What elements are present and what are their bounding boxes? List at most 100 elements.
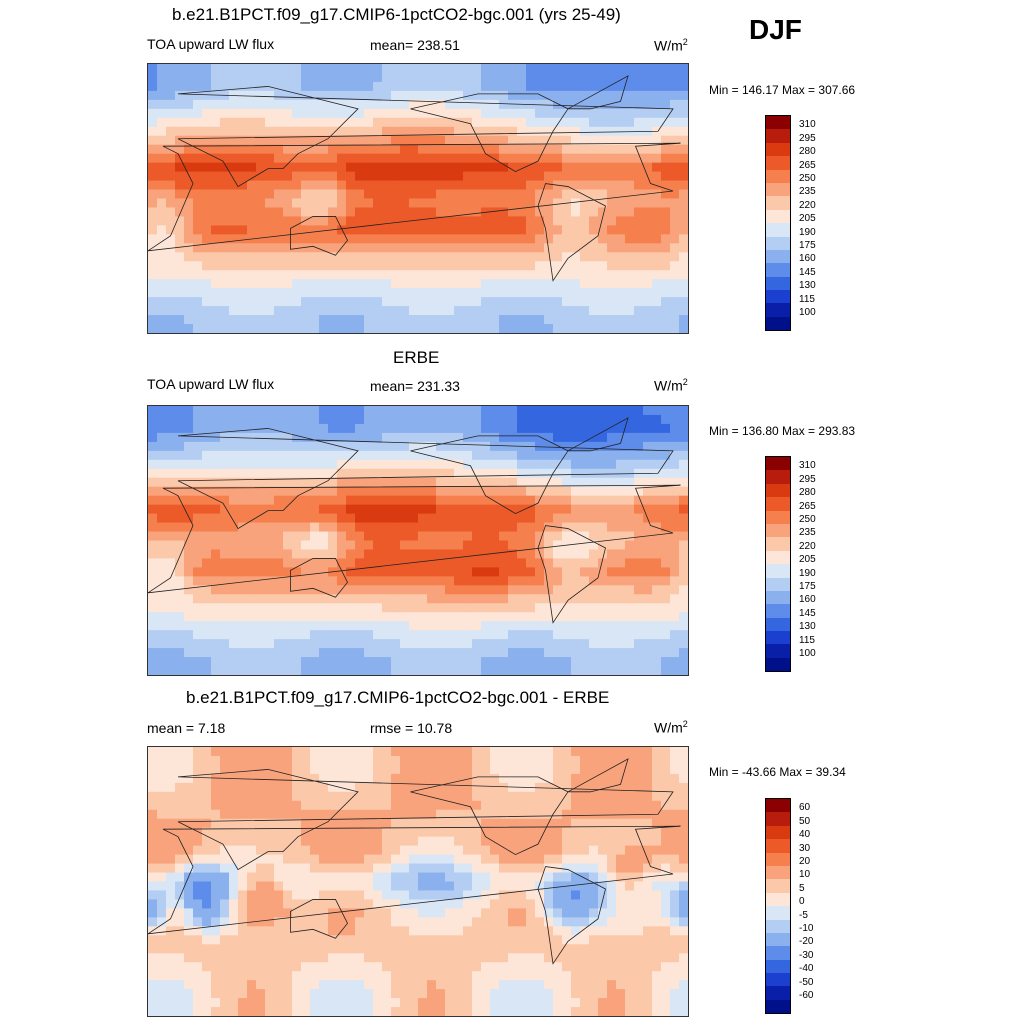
map-cell xyxy=(355,863,365,874)
map-cell xyxy=(310,459,320,470)
map-cell xyxy=(175,171,185,182)
map-cell xyxy=(472,567,482,577)
map-cell xyxy=(499,827,509,838)
map-cell xyxy=(175,270,185,280)
map-cell xyxy=(364,747,374,757)
map-cell xyxy=(607,162,617,173)
map-cell xyxy=(220,639,230,649)
map-cell xyxy=(265,243,275,253)
map-cell xyxy=(661,486,671,497)
map-cell xyxy=(346,243,356,253)
map-cell xyxy=(544,486,554,497)
map-cell xyxy=(463,818,473,829)
map-cell xyxy=(490,72,500,83)
map-cell xyxy=(364,153,374,164)
map-cell xyxy=(157,324,167,333)
map-cell xyxy=(562,630,572,640)
map-cell xyxy=(526,827,536,838)
map-cell xyxy=(310,477,320,488)
map-cell xyxy=(517,639,527,649)
map-cell xyxy=(148,558,158,568)
map-cell xyxy=(544,863,554,874)
map-cell xyxy=(445,180,455,191)
map-cell xyxy=(589,800,599,811)
map-cell xyxy=(436,99,446,110)
map-cell xyxy=(175,612,185,622)
map-cell xyxy=(382,225,392,235)
map-cell xyxy=(571,117,581,128)
map-cell xyxy=(346,414,356,425)
map-cell xyxy=(373,90,383,101)
map-cell xyxy=(490,315,500,325)
map-cell xyxy=(301,153,311,164)
map-cell xyxy=(229,522,239,533)
map-cell xyxy=(553,90,563,101)
map-cell xyxy=(157,117,167,128)
map-cell xyxy=(346,406,356,416)
map-cell xyxy=(328,279,338,289)
map-cell xyxy=(292,827,302,838)
map-cell xyxy=(616,171,626,182)
map-cell xyxy=(184,450,194,461)
map-cell xyxy=(463,279,473,289)
map-cell xyxy=(382,845,392,856)
map-cell xyxy=(355,800,365,811)
map-cell xyxy=(445,567,455,577)
map-cell xyxy=(157,567,167,577)
map-cell xyxy=(454,612,464,622)
map-cell xyxy=(589,872,599,883)
map-cell xyxy=(454,926,464,936)
map-cell xyxy=(193,432,203,443)
map-cell xyxy=(382,423,392,434)
map-cell xyxy=(499,108,509,119)
map-cell xyxy=(328,252,338,262)
map-cell xyxy=(220,406,230,416)
colorbar-tick-label: 115 xyxy=(799,634,815,646)
map-cell xyxy=(580,189,590,200)
map-cell xyxy=(157,171,167,182)
map-cell xyxy=(562,243,572,253)
map-cell xyxy=(319,279,329,289)
map-cell xyxy=(652,899,662,909)
map-cell xyxy=(211,162,221,173)
map-cell xyxy=(652,243,662,253)
map-cell xyxy=(544,917,554,927)
map-cell xyxy=(652,432,662,443)
map-cell xyxy=(643,288,653,298)
map-cell xyxy=(157,486,167,497)
map-cell xyxy=(256,468,266,479)
map-cell xyxy=(265,818,275,829)
map-cell xyxy=(580,72,590,83)
map-cell xyxy=(283,441,293,452)
map-cell xyxy=(598,468,608,479)
map-cell xyxy=(157,513,167,524)
map-cell xyxy=(625,153,635,164)
map-cell xyxy=(652,845,662,856)
map-cell xyxy=(301,406,311,416)
map-cell xyxy=(571,603,581,613)
map-cell xyxy=(400,809,410,820)
colorbar-swatch xyxy=(766,604,790,618)
map-cell xyxy=(553,890,563,901)
map-cell xyxy=(418,576,428,586)
map-cell xyxy=(283,531,293,542)
map-cell xyxy=(652,818,662,829)
map-cell xyxy=(517,899,527,909)
map-cell xyxy=(625,423,635,434)
map-cell xyxy=(445,639,455,649)
map-cell xyxy=(175,567,185,577)
map-cell xyxy=(346,926,356,936)
map-cell xyxy=(625,72,635,83)
map-cell xyxy=(166,495,176,506)
map-cell xyxy=(175,207,185,218)
map-cell xyxy=(445,872,455,883)
map-cell xyxy=(229,908,239,918)
map-cell xyxy=(184,171,194,182)
map-cell xyxy=(553,747,563,757)
map-cell xyxy=(580,486,590,497)
map-cell xyxy=(220,540,230,551)
map-cell xyxy=(292,648,302,658)
map-cell xyxy=(202,818,212,829)
map-cell xyxy=(670,144,680,155)
map-cell xyxy=(418,198,428,209)
